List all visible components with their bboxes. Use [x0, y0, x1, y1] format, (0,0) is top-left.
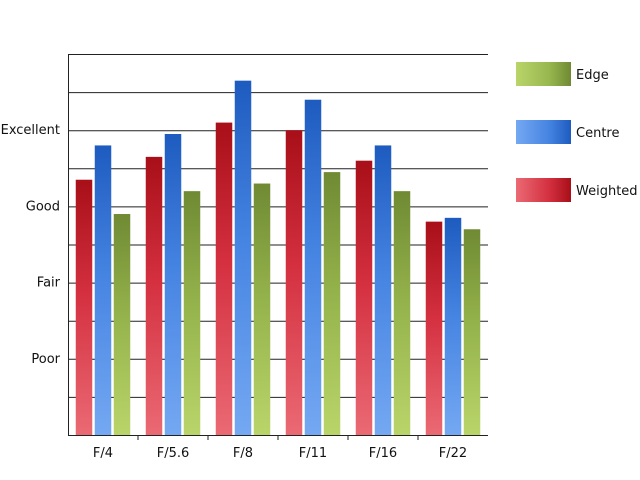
bar-centre-F56: [164, 134, 182, 435]
bar-centre-F22: [444, 217, 462, 435]
legend-label-edge: Edge: [576, 68, 609, 83]
legend: Edge Centre Weighted: [516, 62, 638, 202]
y-tick-label: Poor: [31, 352, 60, 367]
bar-edge-F22: [463, 229, 481, 435]
bar-edge-F4: [113, 214, 131, 435]
bar-weighted-F56: [145, 156, 163, 435]
bar-edge-F16: [393, 191, 411, 435]
y-tick-label: Good: [26, 199, 60, 214]
axes: [68, 54, 488, 440]
bar-edge-F56: [183, 191, 201, 435]
y-tick-label: Fair: [37, 276, 61, 291]
bars: [75, 80, 481, 436]
bar-weighted-F11: [285, 130, 303, 435]
bar-weighted-F4: [75, 179, 93, 435]
bar-centre-F4: [94, 145, 112, 435]
y-tick-label: Excellent: [1, 123, 60, 138]
tick-labels: F/4 F/5.6 F/8 F/11 F/16 F/22 Poor Fair Good Excel…: [1, 123, 468, 461]
x-tick-label: F/16: [369, 446, 397, 461]
x-tick-label: F/8: [233, 446, 253, 461]
bar-edge-F8: [253, 183, 271, 435]
x-tick-label: F/5.6: [157, 446, 190, 461]
x-tick-label: F/4: [93, 446, 113, 461]
legend-swatch-weighted: [516, 178, 571, 202]
bar-weighted-F8: [215, 122, 233, 435]
bar-weighted-F22: [425, 221, 443, 435]
legend-label-weighted: Weighted: [576, 184, 638, 199]
grid-lines: [68, 54, 488, 398]
legend-label-centre: Centre: [576, 126, 619, 141]
bar-centre-F11: [304, 99, 322, 435]
bar-edge-F11: [323, 172, 341, 436]
x-tick-label: F/22: [439, 446, 467, 461]
bar-weighted-F16: [355, 160, 373, 435]
legend-swatch-centre: [516, 120, 571, 144]
legend-swatch-edge: [516, 62, 571, 86]
bar-centre-F8: [234, 80, 252, 436]
bar-centre-F16: [374, 145, 392, 435]
x-tick-label: F/11: [299, 446, 327, 461]
